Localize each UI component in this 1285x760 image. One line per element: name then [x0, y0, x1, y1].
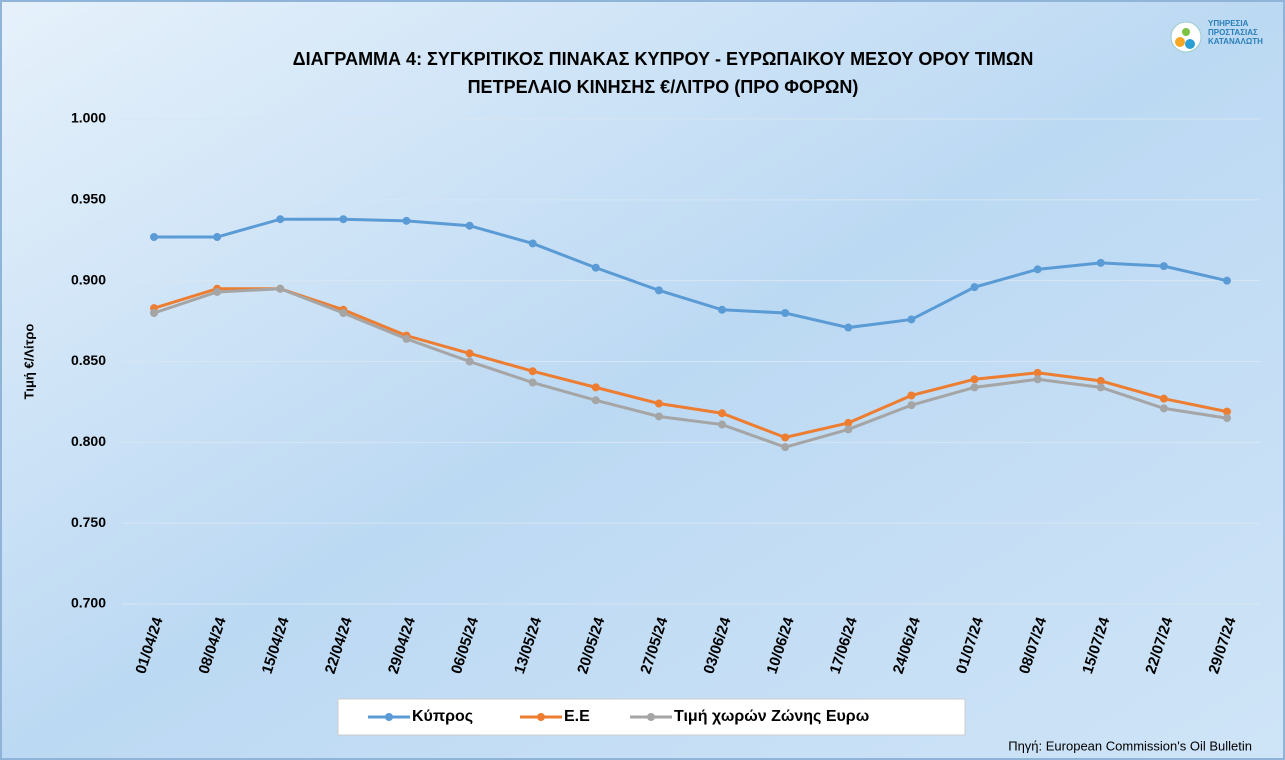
data-point: [1033, 375, 1042, 384]
source: Πηγή: European Commission's Oil Bulletin: [1008, 738, 1252, 753]
series-line: [154, 217, 1228, 330]
y-axis-label: Τιμή €/Λίτρο: [21, 324, 36, 400]
data-point: [970, 383, 979, 392]
data-point: [844, 418, 853, 427]
data-point: [781, 443, 790, 452]
legend-label: Κύπρος: [412, 708, 473, 725]
data-point: [844, 425, 853, 434]
data-point: [970, 375, 979, 384]
data-point: [654, 399, 663, 408]
data-point: [1159, 404, 1168, 413]
legend-label: Ε.Ε: [564, 708, 590, 725]
logo-text: ΥΠΗΡΕΣΙΑ: [1208, 19, 1249, 28]
data-point: [276, 284, 285, 293]
data-point: [1159, 262, 1168, 271]
data-point: [907, 401, 916, 410]
logo-text: ΠΡΟΣΤΑΣΙΑΣ: [1208, 28, 1258, 37]
data-point: [1223, 276, 1231, 285]
data-point: [591, 396, 600, 405]
data-point: [1223, 414, 1231, 423]
data-point: [844, 323, 853, 332]
data-point: [402, 334, 411, 343]
data-point: [591, 263, 600, 272]
legend-marker: [647, 713, 655, 721]
data-point: [213, 233, 222, 242]
data-point: [654, 412, 663, 421]
data-point: [465, 221, 474, 230]
chart-title: ΔΙΑΓΡΑΜΜΑ 4: ΣΥΓΚΡΙΤΙΚΟΣ ΠΙΝΑΚΑΣ ΚΥΠΡΟΥ …: [293, 49, 1034, 69]
data-point: [528, 378, 537, 387]
data-point: [528, 367, 537, 376]
data-point: [213, 287, 222, 296]
data-point: [465, 349, 474, 358]
data-point: [528, 239, 537, 248]
logo-text: ΚΑΤΑΝΑΛΩΤΗ: [1208, 37, 1263, 46]
chart-title: ΠΕΤΡΕΛΑΙΟ ΚΙΝΗΣΗΣ €/ΛΙΤΡΟ (ΠΡΟ ΦΟΡΩΝ): [468, 77, 859, 97]
y-tick-label: 0.750: [71, 514, 106, 530]
data-point: [1096, 258, 1105, 267]
data-point: [339, 215, 348, 224]
data-point: [591, 383, 600, 392]
data-point: [718, 409, 727, 418]
data-point: [718, 305, 727, 314]
legend-label: Τιμή χωρών Ζώνης Ευρω: [674, 708, 869, 725]
data-point: [1033, 265, 1042, 274]
data-point: [339, 309, 348, 317]
logo-icon: [1170, 21, 1202, 53]
series-line: [153, 287, 1228, 440]
y-tick-label: 0.700: [71, 595, 106, 611]
data-point: [970, 283, 979, 292]
data-point: [907, 315, 916, 324]
data-point: [1033, 368, 1042, 377]
data-point: [1159, 394, 1168, 403]
legend-marker: [385, 713, 393, 721]
y-tick-label: 1.000: [71, 110, 106, 126]
data-point: [1096, 383, 1105, 392]
data-point: [150, 309, 158, 317]
y-tick-label: 0.800: [71, 433, 106, 449]
data-point: [276, 215, 285, 224]
data-point: [402, 216, 411, 225]
legend-marker: [537, 713, 545, 721]
data-point: [1223, 407, 1231, 416]
data-point: [1096, 376, 1105, 385]
series-line: [153, 287, 1228, 449]
data-point: [150, 233, 158, 242]
y-tick-label: 0.950: [71, 191, 106, 207]
data-point: [718, 420, 727, 429]
y-tick-label: 0.850: [71, 352, 106, 368]
data-point: [907, 391, 916, 400]
data-point: [654, 286, 663, 295]
y-tick-label: 0.900: [71, 271, 106, 287]
data-point: [781, 309, 790, 317]
data-point: [781, 433, 790, 442]
legend: Κύπρος Ε.Ε Τιμή χωρών Ζώνης Ευρω: [337, 698, 966, 736]
data-point: [465, 357, 474, 366]
